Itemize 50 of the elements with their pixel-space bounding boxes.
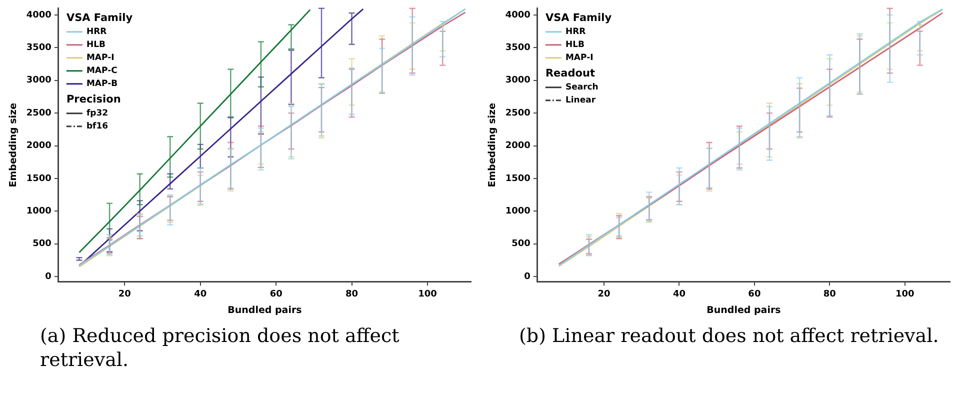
y-tick-label: 2000: [505, 141, 530, 152]
legend-label: MAP-I: [86, 53, 114, 64]
x-tick-label: 20: [118, 290, 131, 300]
x-tick-label: 40: [194, 290, 207, 300]
legend-label: MAP-I: [565, 53, 594, 64]
x-axis-title: Bundled pairs: [706, 304, 782, 316]
x-axis-title: Bundled pairs: [228, 304, 302, 316]
legend-label: HLB: [565, 40, 584, 50]
legend-label: bf16: [86, 122, 108, 132]
y-tick-label: 2000: [26, 141, 52, 152]
x-tick-label: 80: [823, 290, 836, 300]
x-tick-label: 60: [748, 290, 761, 300]
legend-label: MAP-B: [86, 79, 118, 90]
y-tick-label: 500: [512, 239, 530, 250]
y-tick-label: 4000: [26, 10, 52, 20]
x-tick-label: 60: [270, 290, 282, 300]
legend-label: MAP-C: [86, 66, 118, 76]
y-tick-label: 0: [45, 272, 52, 282]
y-tick-label: 4000: [505, 10, 530, 20]
x-tick-label: 40: [672, 290, 686, 300]
legend-label: Search: [565, 82, 598, 93]
x-tick-label: 20: [598, 290, 610, 300]
x-tick-label: 80: [346, 290, 358, 300]
text: (b) Linear readout does not affect retrieval.: [519, 324, 939, 348]
legend-title: VSA Family: [545, 12, 612, 24]
y-tick-label: 1000: [26, 206, 52, 217]
y-tick-label: 3500: [26, 42, 52, 53]
annotation: Readout: [545, 68, 595, 80]
y-tick-label: 500: [32, 239, 52, 250]
y-tick-label: 2500: [505, 108, 530, 118]
y-axis-title: Embedding size: [487, 102, 498, 188]
y-tick-label: 1000: [505, 206, 530, 217]
y-tick-label: 0: [524, 272, 530, 282]
legend-label: HRR: [565, 27, 586, 38]
annotation: Precision: [66, 94, 121, 106]
legend-label: HRR: [86, 27, 108, 38]
y-tick-label: 3000: [26, 76, 52, 86]
legend-label: Linear: [565, 96, 596, 106]
y-axis-title: Embedding size: [8, 102, 20, 188]
y-tick-label: 1500: [505, 174, 530, 184]
y-tick-label: 3500: [505, 42, 530, 53]
y-tick-label: 3000: [505, 76, 530, 86]
y-tick-label: 1500: [26, 174, 52, 184]
legend-label: HLB: [86, 40, 106, 50]
x-tick-label: 100: [418, 290, 437, 300]
x-tick-label: 100: [895, 290, 914, 300]
legend-title: VSA Family: [66, 12, 133, 24]
legend-label: fp32: [86, 108, 108, 119]
y-tick-label: 2500: [26, 108, 52, 118]
text: (a) Reduced precision does not affect retrieval.: [40, 324, 400, 372]
